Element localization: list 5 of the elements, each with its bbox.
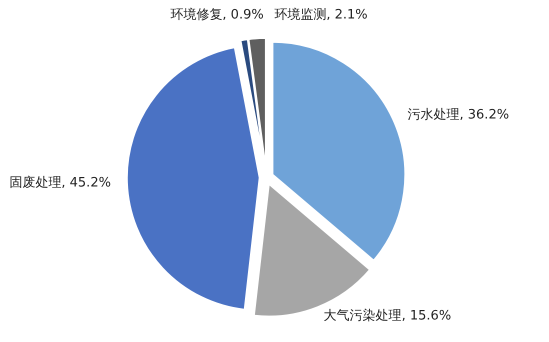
slice-label: 大气污染处理, 15.6%	[324, 308, 452, 324]
slice-label: 环境修复, 0.9%	[170, 6, 264, 23]
slice-label: 污水处理, 36.2%	[408, 107, 510, 122]
slice-label: 环境监测, 2.1%	[274, 6, 368, 23]
slice-label: 固废处理, 45.2%	[9, 176, 111, 191]
